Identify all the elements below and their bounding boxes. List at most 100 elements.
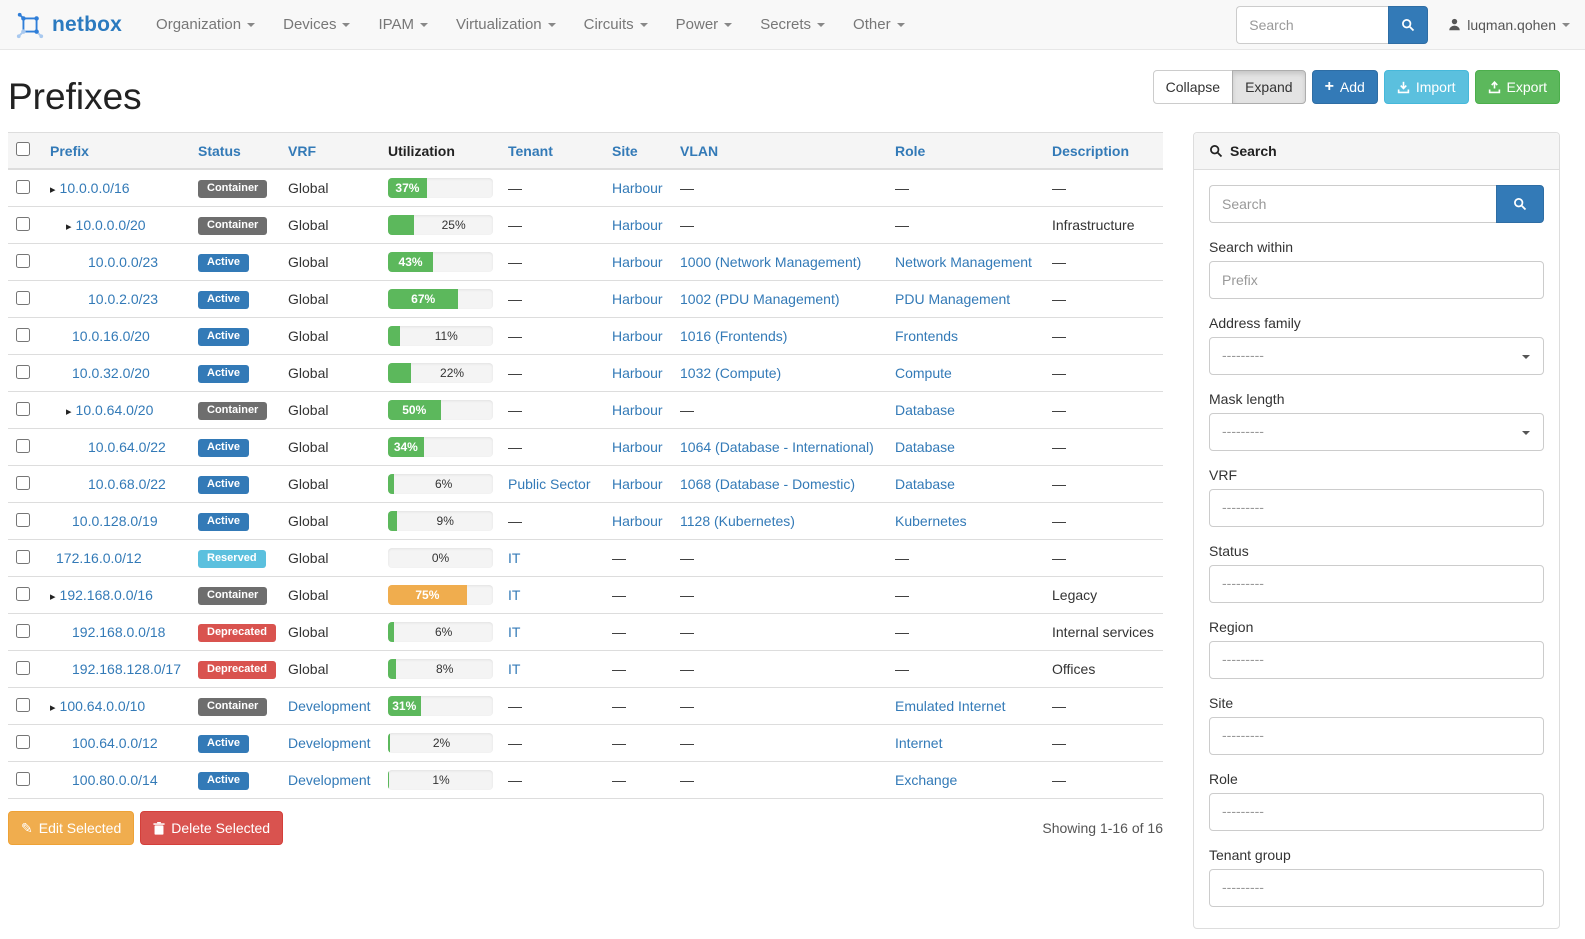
add-button[interactable]: + Add bbox=[1311, 70, 1378, 104]
filter-select-region[interactable]: --------- bbox=[1209, 641, 1544, 679]
table-row: ▸172.16.0.0/12 Reserved Global 0% IT — —… bbox=[8, 539, 1163, 577]
utilization-bar: 9% bbox=[388, 511, 493, 531]
row-checkbox[interactable] bbox=[16, 179, 30, 194]
row-checkbox[interactable] bbox=[16, 438, 30, 453]
prefix-link[interactable]: 10.0.0.0/20 bbox=[75, 217, 146, 233]
filter-input-search-within[interactable] bbox=[1209, 261, 1544, 299]
column-header-site[interactable]: Site bbox=[604, 132, 672, 170]
utilization-bar: 25% bbox=[388, 215, 493, 235]
filter-select-value: --------- bbox=[1222, 803, 1264, 819]
filter-fields: Search within Address family --------- Mask… bbox=[1209, 239, 1544, 907]
expand-button[interactable]: Expand bbox=[1232, 70, 1306, 104]
prefix-link[interactable]: 192.168.128.0/17 bbox=[72, 661, 181, 677]
row-checkbox[interactable] bbox=[16, 697, 30, 712]
prefix-link[interactable]: 10.0.32.0/20 bbox=[72, 365, 150, 381]
status-badge: Container bbox=[198, 180, 268, 198]
utilization-fill bbox=[388, 659, 397, 679]
column-header-vrf[interactable]: VRF bbox=[280, 132, 380, 170]
column-header-role[interactable]: Role bbox=[887, 132, 1044, 170]
utilization-label: 9% bbox=[436, 514, 454, 528]
row-checkbox[interactable] bbox=[16, 401, 30, 416]
chevron-down-icon bbox=[547, 22, 556, 27]
navbar-search-button[interactable] bbox=[1388, 5, 1429, 44]
filter-label-status: Status bbox=[1209, 543, 1249, 559]
column-header-status[interactable]: Status bbox=[190, 132, 280, 170]
filter-select-tenant-group[interactable]: --------- bbox=[1209, 869, 1544, 907]
row-checkbox[interactable] bbox=[16, 290, 30, 305]
navbar-search-input[interactable] bbox=[1236, 5, 1389, 44]
import-button[interactable]: Import bbox=[1383, 70, 1469, 104]
row-checkbox[interactable] bbox=[16, 623, 30, 638]
prefix-link[interactable]: 100.80.0.0/14 bbox=[72, 772, 158, 788]
utilization-label: 0% bbox=[431, 551, 450, 565]
collapse-button[interactable]: Collapse bbox=[1152, 70, 1234, 104]
row-checkbox[interactable] bbox=[16, 586, 30, 601]
column-header-prefix[interactable]: Prefix bbox=[42, 132, 190, 170]
prefix-link[interactable]: 172.16.0.0/12 bbox=[56, 550, 142, 566]
column-header-vlan[interactable]: VLAN bbox=[672, 132, 887, 170]
prefix-link[interactable]: 192.168.0.0/16 bbox=[59, 587, 153, 603]
nav-menu-item-organization[interactable]: Organization bbox=[142, 0, 269, 50]
chevron-down-icon bbox=[247, 22, 256, 27]
nav-menu-item-circuits[interactable]: Circuits bbox=[570, 0, 662, 50]
utilization-fill bbox=[388, 437, 424, 457]
row-checkbox[interactable] bbox=[16, 327, 30, 342]
nav-menu-item-virtualization[interactable]: Virtualization bbox=[442, 0, 570, 50]
select-all-checkbox[interactable] bbox=[16, 142, 30, 156]
vlan-cell: — bbox=[672, 391, 887, 429]
vlan-cell: — bbox=[672, 169, 887, 207]
column-header-description[interactable]: Description bbox=[1044, 132, 1163, 170]
nav-menu-item-other[interactable]: Other bbox=[839, 0, 919, 50]
netbox-logo-icon bbox=[16, 12, 44, 38]
prefix-link[interactable]: 100.64.0.0/12 bbox=[72, 735, 158, 751]
prefix-link[interactable]: 10.0.2.0/23 bbox=[88, 291, 159, 307]
column-header-tenant[interactable]: Tenant bbox=[500, 132, 604, 170]
chevron-down-icon bbox=[817, 22, 826, 27]
row-checkbox[interactable] bbox=[16, 216, 30, 231]
prefix-link[interactable]: 10.0.0.0/23 bbox=[88, 254, 159, 270]
user-menu[interactable]: luqman.qohen bbox=[1448, 17, 1570, 33]
status-badge: Deprecated bbox=[198, 661, 276, 679]
nav-menu-item-power[interactable]: Power bbox=[662, 0, 747, 50]
edit-selected-button[interactable]: ✎ Edit Selected bbox=[8, 811, 135, 845]
filter-select-role[interactable]: --------- bbox=[1209, 793, 1544, 831]
tenant-cell: — bbox=[500, 280, 604, 318]
prefix-link[interactable]: 10.0.128.0/19 bbox=[72, 513, 158, 529]
nav-menu-item-secrets[interactable]: Secrets bbox=[746, 0, 839, 50]
sidebar-search-button[interactable] bbox=[1496, 185, 1544, 223]
row-checkbox[interactable] bbox=[16, 549, 30, 564]
prefix-link[interactable]: 10.0.64.0/20 bbox=[75, 402, 154, 418]
filter-select-mask-length[interactable]: --------- bbox=[1209, 413, 1544, 451]
row-checkbox[interactable] bbox=[16, 364, 30, 379]
export-button[interactable]: Export bbox=[1474, 70, 1560, 104]
prefix-link[interactable]: 10.0.64.0/22 bbox=[88, 439, 166, 455]
row-checkbox[interactable] bbox=[16, 660, 30, 675]
filter-select-site[interactable]: --------- bbox=[1209, 717, 1544, 755]
site-cell: — bbox=[604, 650, 672, 688]
filter-select-address-family[interactable]: --------- bbox=[1209, 337, 1544, 375]
chevron-down-icon bbox=[1562, 22, 1570, 27]
sidebar-search-input[interactable] bbox=[1209, 185, 1496, 223]
utilization-bar: 0% bbox=[388, 548, 493, 568]
expand-caret-icon: ▸ bbox=[66, 221, 72, 233]
vrf-cell: Global bbox=[280, 280, 380, 318]
table-row: ▸10.0.16.0/20 Active Global 11% — Harbou… bbox=[8, 317, 1163, 355]
prefix-link[interactable]: 10.0.68.0/22 bbox=[88, 476, 166, 492]
netbox-brand[interactable]: netbox bbox=[15, 10, 122, 40]
prefix-link[interactable]: 10.0.0.0/16 bbox=[59, 180, 130, 196]
delete-selected-button[interactable]: Delete Selected bbox=[140, 811, 284, 845]
nav-menu-item-devices[interactable]: Devices bbox=[269, 0, 364, 50]
prefix-link[interactable]: 192.168.0.0/18 bbox=[72, 624, 166, 640]
prefix-link[interactable]: 10.0.16.0/20 bbox=[72, 328, 150, 344]
nav-menu-item-ipam[interactable]: IPAM bbox=[364, 0, 442, 50]
row-checkbox[interactable] bbox=[16, 734, 30, 749]
search-icon bbox=[1402, 18, 1415, 31]
filter-select-status[interactable]: --------- bbox=[1209, 565, 1544, 603]
row-checkbox[interactable] bbox=[16, 512, 30, 527]
status-badge: Active bbox=[198, 439, 250, 457]
row-checkbox[interactable] bbox=[16, 253, 30, 268]
prefix-link[interactable]: 100.64.0.0/10 bbox=[59, 698, 146, 714]
filter-select-vrf[interactable]: --------- bbox=[1209, 489, 1544, 527]
row-checkbox[interactable] bbox=[16, 475, 30, 490]
row-checkbox[interactable] bbox=[16, 771, 30, 786]
